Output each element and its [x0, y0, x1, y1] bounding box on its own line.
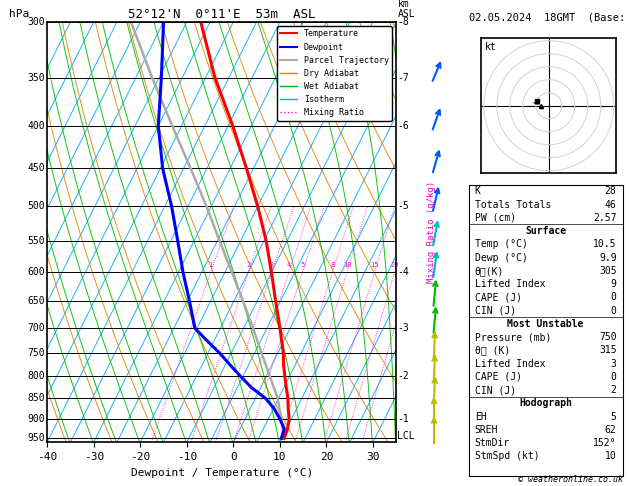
Text: K: K	[475, 186, 481, 196]
Legend: Temperature, Dewpoint, Parcel Trajectory, Dry Adiabat, Wet Adiabat, Isotherm, Mi: Temperature, Dewpoint, Parcel Trajectory…	[277, 26, 392, 121]
Text: θᴇ(K): θᴇ(K)	[475, 266, 504, 276]
Text: 15: 15	[370, 262, 379, 268]
Text: CAPE (J): CAPE (J)	[475, 293, 522, 302]
Text: 62: 62	[605, 425, 616, 435]
Text: 46: 46	[605, 200, 616, 209]
Text: 4: 4	[287, 262, 291, 268]
Text: 0: 0	[611, 372, 616, 382]
Text: Mixing Ratio (g/kg): Mixing Ratio (g/kg)	[426, 181, 436, 283]
Text: km
ASL: km ASL	[398, 0, 416, 19]
Text: 9.9: 9.9	[599, 253, 616, 262]
Text: © weatheronline.co.uk: © weatheronline.co.uk	[518, 474, 623, 484]
Text: 9: 9	[611, 279, 616, 289]
Text: CAPE (J): CAPE (J)	[475, 372, 522, 382]
Text: -1: -1	[397, 414, 409, 424]
Text: -2: -2	[397, 371, 409, 382]
Text: Pressure (mb): Pressure (mb)	[475, 332, 551, 342]
Text: -3: -3	[397, 323, 409, 333]
Text: -6: -6	[397, 121, 409, 131]
Text: 800: 800	[28, 371, 45, 382]
Text: 500: 500	[28, 202, 45, 211]
Text: 2: 2	[611, 385, 616, 395]
Text: 10: 10	[605, 451, 616, 461]
Text: 10.5: 10.5	[593, 239, 616, 249]
Title: 52°12'N  0°11'E  53m  ASL: 52°12'N 0°11'E 53m ASL	[128, 8, 316, 21]
Text: StmDir: StmDir	[475, 438, 510, 448]
Text: Lifted Index: Lifted Index	[475, 359, 545, 368]
Text: 152°: 152°	[593, 438, 616, 448]
Text: 20: 20	[390, 262, 399, 268]
Text: 650: 650	[28, 296, 45, 306]
Text: 3: 3	[270, 262, 274, 268]
Text: EH: EH	[475, 412, 486, 422]
Text: hPa: hPa	[9, 9, 30, 19]
Text: 450: 450	[28, 163, 45, 174]
Text: -5: -5	[397, 202, 409, 211]
Text: 350: 350	[28, 72, 45, 83]
Text: 5: 5	[301, 262, 304, 268]
X-axis label: Dewpoint / Temperature (°C): Dewpoint / Temperature (°C)	[131, 468, 313, 478]
Text: 305: 305	[599, 266, 616, 276]
Text: SREH: SREH	[475, 425, 498, 435]
Text: 1: 1	[209, 262, 213, 268]
Text: Totals Totals: Totals Totals	[475, 200, 551, 209]
Text: -4: -4	[397, 267, 409, 278]
Text: Dewp (°C): Dewp (°C)	[475, 253, 528, 262]
Text: CIN (J): CIN (J)	[475, 306, 516, 315]
Text: 5: 5	[611, 412, 616, 422]
Text: Surface: Surface	[525, 226, 566, 236]
Text: PW (cm): PW (cm)	[475, 213, 516, 223]
Text: 600: 600	[28, 267, 45, 278]
Text: 400: 400	[28, 121, 45, 131]
Text: Most Unstable: Most Unstable	[508, 319, 584, 329]
Text: 3: 3	[611, 359, 616, 368]
Text: 900: 900	[28, 414, 45, 424]
Text: 950: 950	[28, 434, 45, 444]
Text: -8: -8	[397, 17, 409, 27]
Text: StmSpd (kt): StmSpd (kt)	[475, 451, 540, 461]
Text: kt: kt	[485, 42, 497, 52]
Text: 300: 300	[28, 17, 45, 27]
Text: Temp (°C): Temp (°C)	[475, 239, 528, 249]
Text: Lifted Index: Lifted Index	[475, 279, 545, 289]
Text: Hodograph: Hodograph	[519, 399, 572, 408]
Text: 700: 700	[28, 323, 45, 333]
Text: 2: 2	[247, 262, 250, 268]
Text: 315: 315	[599, 346, 616, 355]
Text: 0: 0	[611, 293, 616, 302]
Text: -7: -7	[397, 72, 409, 83]
Text: 750: 750	[28, 348, 45, 358]
Text: 750: 750	[599, 332, 616, 342]
Text: 2.57: 2.57	[593, 213, 616, 223]
Text: CIN (J): CIN (J)	[475, 385, 516, 395]
Text: 02.05.2024  18GMT  (Base: 06): 02.05.2024 18GMT (Base: 06)	[469, 12, 629, 22]
Text: LCL: LCL	[397, 432, 415, 441]
Text: θᴇ (K): θᴇ (K)	[475, 346, 510, 355]
Text: 0: 0	[611, 306, 616, 315]
Text: 28: 28	[605, 186, 616, 196]
Text: 850: 850	[28, 393, 45, 403]
Text: 550: 550	[28, 236, 45, 246]
Text: 10: 10	[343, 262, 351, 268]
Text: 8: 8	[330, 262, 335, 268]
